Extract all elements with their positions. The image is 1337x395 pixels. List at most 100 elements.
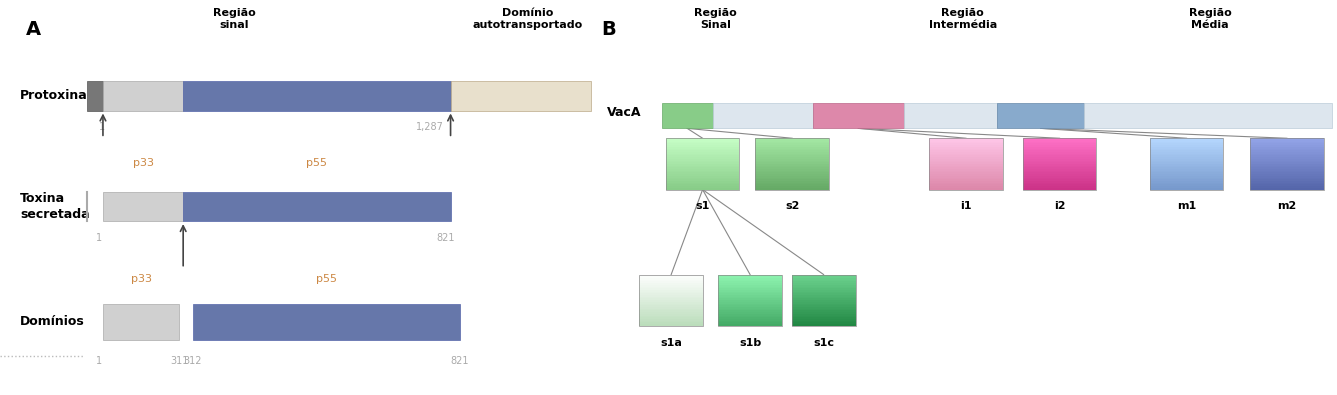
Bar — [1150, 176, 1223, 178]
Bar — [929, 174, 1003, 176]
Bar — [639, 292, 703, 293]
Bar — [792, 293, 856, 295]
Bar — [1023, 142, 1096, 143]
Bar — [755, 149, 829, 150]
Bar — [755, 188, 829, 190]
Bar — [1023, 145, 1096, 147]
Bar — [755, 150, 829, 152]
Bar — [639, 285, 703, 286]
Bar — [1250, 184, 1324, 186]
Bar — [666, 188, 739, 190]
Bar — [1250, 143, 1324, 145]
Bar — [792, 281, 856, 283]
Text: p55: p55 — [316, 275, 337, 284]
Bar — [1023, 152, 1096, 154]
Bar — [929, 138, 1003, 140]
Bar — [929, 147, 1003, 149]
Text: m2: m2 — [1277, 201, 1297, 211]
Bar — [1150, 186, 1223, 188]
Bar — [718, 307, 782, 309]
Bar — [792, 302, 856, 304]
Bar — [792, 312, 856, 314]
Bar — [755, 174, 829, 176]
Bar — [1023, 147, 1096, 149]
Text: 312: 312 — [183, 356, 202, 365]
Bar — [1150, 150, 1223, 152]
Text: 1: 1 — [96, 233, 103, 243]
Bar — [639, 276, 703, 278]
Bar — [1023, 184, 1096, 186]
Bar — [639, 321, 703, 322]
Bar — [1250, 166, 1324, 167]
Bar — [792, 283, 856, 285]
Bar — [639, 310, 703, 312]
Bar — [718, 281, 782, 283]
Bar — [997, 103, 1084, 128]
Text: B: B — [602, 20, 616, 39]
Bar — [666, 178, 739, 179]
Bar — [183, 192, 451, 221]
Bar — [718, 275, 782, 276]
Bar — [666, 179, 739, 181]
Bar — [103, 192, 183, 221]
Bar — [755, 154, 829, 155]
Bar — [929, 178, 1003, 179]
Bar — [1023, 166, 1096, 167]
Bar — [1023, 157, 1096, 159]
Bar — [639, 290, 703, 292]
Bar — [718, 312, 782, 314]
Bar — [1150, 142, 1223, 143]
Bar — [929, 173, 1003, 174]
Bar — [792, 314, 856, 316]
Bar — [792, 288, 856, 290]
Bar — [718, 310, 782, 312]
Bar — [792, 280, 856, 281]
Bar — [1150, 138, 1223, 190]
Bar — [1023, 154, 1096, 155]
Bar — [718, 297, 782, 299]
Bar — [904, 103, 997, 128]
Bar — [718, 278, 782, 280]
Bar — [755, 186, 829, 188]
Bar — [929, 157, 1003, 159]
Text: s1b: s1b — [739, 338, 761, 348]
Bar — [718, 280, 782, 281]
Bar — [1023, 179, 1096, 181]
Bar — [1023, 174, 1096, 176]
Text: i1: i1 — [960, 201, 972, 211]
Bar — [666, 154, 739, 155]
Bar — [1250, 150, 1324, 152]
Bar — [718, 293, 782, 295]
Bar — [1150, 157, 1223, 159]
Bar — [929, 159, 1003, 160]
Bar — [718, 290, 782, 292]
Bar — [1150, 138, 1223, 140]
Bar — [1023, 160, 1096, 162]
Bar — [929, 176, 1003, 178]
Bar — [718, 288, 782, 290]
Bar — [666, 159, 739, 160]
Bar — [103, 81, 183, 111]
Bar — [929, 142, 1003, 143]
Bar — [639, 304, 703, 305]
Bar — [639, 288, 703, 290]
Bar — [1250, 140, 1324, 142]
Bar — [755, 166, 829, 167]
Bar — [639, 307, 703, 309]
Text: Região
sinal: Região sinal — [213, 8, 255, 30]
Text: s2: s2 — [785, 201, 800, 211]
Bar — [1150, 173, 1223, 174]
Bar — [666, 143, 739, 145]
Bar — [1250, 179, 1324, 181]
Bar — [1150, 160, 1223, 162]
Text: Domínios: Domínios — [20, 316, 84, 328]
Bar — [1250, 147, 1324, 149]
Bar — [1023, 183, 1096, 184]
Text: p33: p33 — [131, 275, 151, 284]
Bar — [718, 302, 782, 304]
Bar — [792, 317, 856, 319]
Bar — [755, 169, 829, 171]
Bar — [1023, 178, 1096, 179]
Bar — [792, 292, 856, 293]
Bar — [639, 299, 703, 300]
